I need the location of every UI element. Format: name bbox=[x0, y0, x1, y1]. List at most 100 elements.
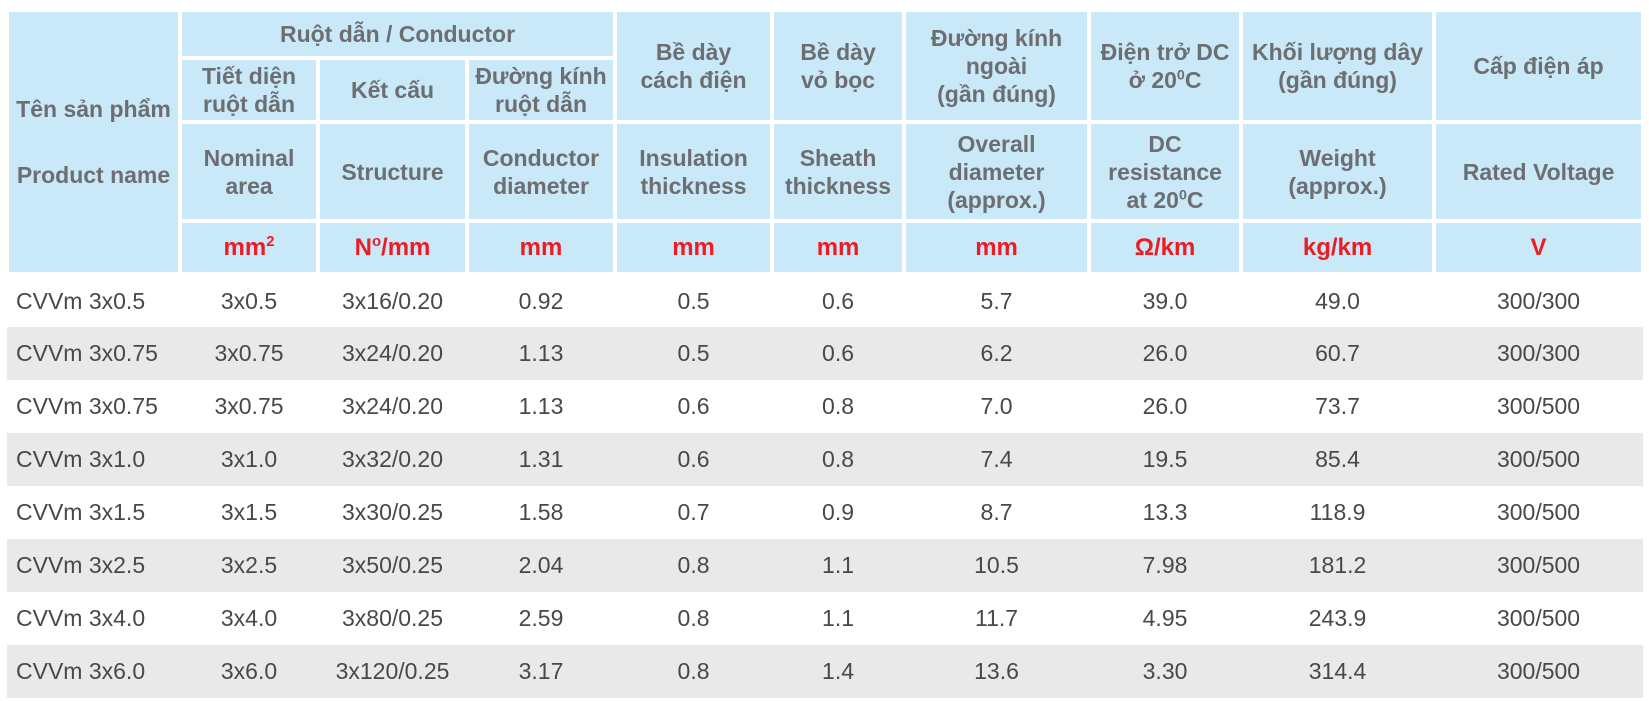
dc-resistance-cell: 26.0 bbox=[1089, 327, 1242, 381]
insulation-thickness-cell: 0.8 bbox=[677, 605, 710, 632]
product-name-cell: CVVm 3x2.5 bbox=[7, 539, 180, 593]
weight-cell: 60.7 bbox=[1241, 327, 1435, 381]
rated-voltage-cell: 300/300 bbox=[1434, 327, 1644, 381]
sheath-thickness-cell: 1.4 bbox=[772, 645, 905, 699]
conductor-diameter-cell: 1.31 bbox=[467, 433, 616, 487]
unit-rated-voltage: V bbox=[1432, 219, 1646, 277]
header-nominal-area-vi: Tiết diện ruột dẫn bbox=[178, 55, 320, 125]
dc-resistance-cell: 4.95 bbox=[1142, 605, 1188, 632]
unit-conductor-diameter: mm bbox=[464, 219, 618, 277]
header-product-name-en: Product name bbox=[16, 162, 171, 189]
header-rated-voltage-vi: Cấp điện áp bbox=[1432, 7, 1646, 125]
sheath-thickness-cell: 0.6 bbox=[822, 288, 855, 315]
sheath-thickness-cell: 1.1 bbox=[772, 539, 905, 593]
rated-voltage-cell: 300/300 bbox=[1496, 288, 1581, 315]
unit-overall-diameter: mm bbox=[902, 219, 1092, 277]
header-sheath-thickness-en: Sheath thickness bbox=[770, 120, 907, 224]
conductor-diameter-cell: 1.13 bbox=[467, 327, 616, 381]
header-row-vietnamese: Tiết diện ruột dẫn Kết cấu Đường kính ruột… bbox=[7, 55, 1643, 125]
structure-cell: 3x120/0.25 bbox=[318, 645, 467, 699]
table-row: CVVm 3x1.0 3x1.0 3x32/0.20 1.31 0.6 0.8 … bbox=[7, 433, 1644, 487]
sheath-thickness-cell: 0.9 bbox=[822, 499, 855, 526]
nominal-area-cell: 3x1.5 bbox=[220, 499, 278, 526]
header-overall-diameter-en: Overall diameter (approx.) bbox=[902, 120, 1092, 224]
overall-diameter-cell: 7.0 bbox=[980, 393, 1013, 420]
table-row: CVVm 3x1.5 3x1.5 3x30/0.25 1.58 0.7 0.9 … bbox=[7, 486, 1643, 539]
unit-structure: No/mm bbox=[316, 219, 469, 277]
dc-resistance-cell: 19.5 bbox=[1089, 433, 1242, 487]
conductor-diameter-cell: 2.04 bbox=[467, 539, 616, 593]
overall-diameter-cell: 10.5 bbox=[904, 539, 1090, 593]
header-structure-en: Structure bbox=[316, 120, 469, 224]
conductor-diameter-cell: 1.58 bbox=[518, 499, 564, 526]
header-conductor-diameter-en: Conductor diameter bbox=[464, 120, 618, 224]
structure-cell: 3x16/0.20 bbox=[341, 288, 444, 315]
dc-resistance-cell: 26.0 bbox=[1142, 393, 1188, 420]
unit-weight: kg/km bbox=[1239, 219, 1437, 277]
spec-table: Tên sản phẩm Product name Ruột dẫn / Con… bbox=[5, 7, 1646, 699]
product-name-cell: CVVm 3x4.0 bbox=[16, 605, 146, 632]
dc-resistance-cell: 3.30 bbox=[1089, 645, 1242, 699]
insulation-thickness-cell: 0.5 bbox=[615, 327, 773, 381]
overall-diameter-cell: 7.4 bbox=[904, 433, 1090, 487]
conductor-diameter-cell: 3.17 bbox=[467, 645, 616, 699]
header-conductor-group: Ruột dẫn / Conductor bbox=[177, 8, 618, 60]
insulation-thickness-cell: 0.6 bbox=[615, 433, 773, 487]
overall-diameter-cell: 11.7 bbox=[975, 605, 1019, 632]
insulation-thickness-cell: 0.8 bbox=[615, 539, 773, 593]
sheath-thickness-cell: 0.6 bbox=[772, 327, 905, 381]
structure-cell: 3x32/0.20 bbox=[318, 433, 467, 487]
conductor-diameter-cell: 0.92 bbox=[518, 288, 564, 315]
weight-cell: 243.9 bbox=[1308, 605, 1367, 632]
product-name-cell: CVVm 3x1.0 bbox=[7, 433, 180, 487]
insulation-thickness-cell: 0.5 bbox=[677, 288, 710, 315]
header-nominal-area-en: Nominal area bbox=[178, 120, 320, 224]
header-product-name: Tên sản phẩm Product name bbox=[5, 7, 182, 277]
weight-cell: 314.4 bbox=[1241, 645, 1435, 699]
rated-voltage-cell: 300/500 bbox=[1496, 605, 1581, 632]
header-dc-resistance-en: DC resistance at 200C bbox=[1087, 120, 1244, 224]
product-name-cell: CVVm 3x0.75 bbox=[7, 327, 180, 381]
overall-diameter-cell: 13.6 bbox=[904, 645, 1090, 699]
unit-insulation-thickness: mm bbox=[613, 219, 775, 277]
weight-cell: 85.4 bbox=[1241, 433, 1435, 487]
rated-voltage-cell: 300/500 bbox=[1496, 393, 1581, 420]
structure-cell: 3x24/0.20 bbox=[341, 393, 444, 420]
table-row: CVVm 3x0.75 3x0.75 3x24/0.20 1.13 0.6 0.… bbox=[7, 380, 1643, 433]
overall-diameter-cell: 6.2 bbox=[904, 327, 1090, 381]
dc-resistance-cell: 7.98 bbox=[1089, 539, 1242, 593]
nominal-area-cell: 3x0.75 bbox=[214, 393, 284, 420]
conductor-diameter-cell: 2.59 bbox=[518, 605, 564, 632]
overall-diameter-cell: 8.7 bbox=[980, 499, 1013, 526]
header-weight-en: Weight (approx.) bbox=[1239, 120, 1437, 224]
header-overall-diameter-vi: Đường kính ngoài (gần đúng) bbox=[902, 7, 1092, 125]
insulation-thickness-cell: 0.7 bbox=[677, 499, 710, 526]
header-insulation-thickness-en: Insulation thickness bbox=[613, 120, 775, 224]
table-row: CVVm 3x4.0 3x4.0 3x80/0.25 2.59 0.8 1.1 … bbox=[7, 592, 1643, 645]
nominal-area-cell: 3x0.5 bbox=[220, 288, 278, 315]
weight-cell: 181.2 bbox=[1241, 539, 1435, 593]
weight-cell: 73.7 bbox=[1315, 393, 1360, 420]
nominal-area-cell: 3x0.75 bbox=[180, 327, 318, 381]
nominal-area-cell: 3x4.0 bbox=[220, 605, 278, 632]
weight-cell: 49.0 bbox=[1315, 288, 1360, 315]
dc-resistance-cell: 39.0 bbox=[1142, 288, 1188, 315]
weight-cell: 118.9 bbox=[1309, 499, 1366, 526]
overall-diameter-cell: 5.7 bbox=[980, 288, 1013, 315]
header-row-units: mm2 No/mm mm mm mm mm Ω/km kg/km V bbox=[7, 219, 1646, 277]
structure-cell: 3x80/0.25 bbox=[341, 605, 444, 632]
structure-cell: 3x50/0.25 bbox=[318, 539, 467, 593]
structure-cell: 3x30/0.25 bbox=[341, 499, 444, 526]
header-product-name-vi: Tên sản phẩm bbox=[16, 96, 171, 122]
header-insulation-thickness-vi: Bề dày cách điện bbox=[613, 7, 775, 125]
sheath-thickness-cell: 0.8 bbox=[772, 433, 905, 487]
header-conductor-diameter-vi: Đường kính ruột dẫn bbox=[464, 55, 618, 125]
rated-voltage-cell: 300/500 bbox=[1434, 433, 1644, 487]
header-sheath-thickness-vi: Bề dày vỏ bọc bbox=[770, 7, 907, 125]
header-weight-vi: Khối lượng dây (gần đúng) bbox=[1239, 7, 1437, 125]
sheath-thickness-cell: 0.8 bbox=[822, 393, 855, 420]
unit-sheath-thickness: mm bbox=[770, 219, 907, 277]
header-row-group: Tên sản phẩm Product name Ruột dẫn / Con… bbox=[5, 7, 1646, 277]
header-row-english: Nominal area Structure Conductor diameter … bbox=[7, 120, 1646, 224]
